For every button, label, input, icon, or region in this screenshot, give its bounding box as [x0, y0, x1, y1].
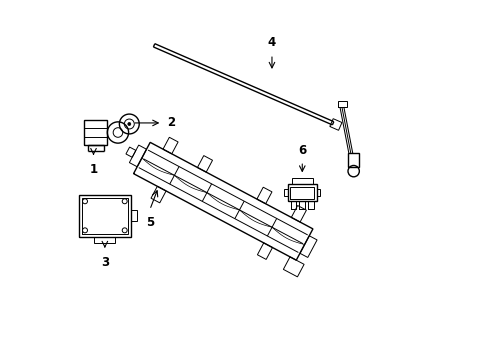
Text: 4: 4: [267, 36, 276, 49]
Text: 6: 6: [298, 144, 306, 157]
Text: 3: 3: [101, 256, 109, 269]
Text: 2: 2: [167, 116, 175, 130]
Text: 5: 5: [145, 216, 154, 229]
Circle shape: [127, 122, 130, 126]
Text: 1: 1: [89, 163, 98, 176]
